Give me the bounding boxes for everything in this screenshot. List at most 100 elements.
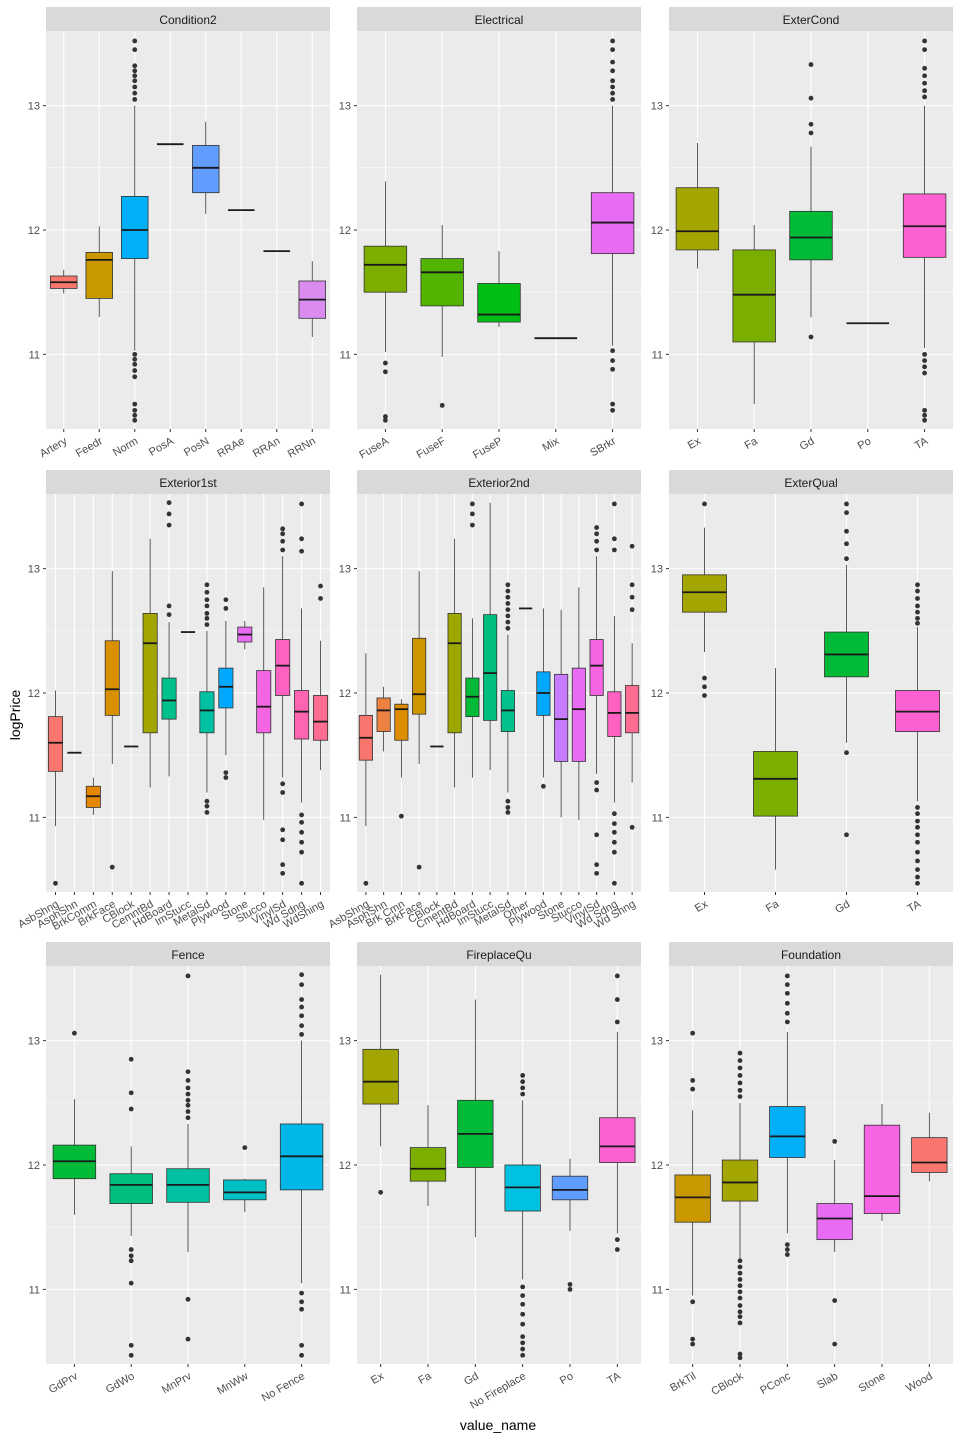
box-body — [218, 667, 234, 709]
x-tick-label: Po — [558, 1370, 576, 1387]
panel-extercond: ExterCond 11 12 13 Ex Fa Gd Po TA — [651, 7, 953, 453]
outlier-point — [629, 607, 635, 613]
box-cemntbd — [142, 538, 158, 788]
box-body — [721, 1159, 759, 1202]
outlier-point — [832, 1341, 838, 1347]
outlier-point — [915, 620, 920, 626]
outlier-point — [594, 832, 600, 838]
outlier-point — [922, 364, 927, 370]
box-body — [863, 1124, 901, 1214]
panel-fence: Fence 11 12 13 GdPrv GdWo MnPrv MnWw No Fence — [28, 942, 330, 1404]
box-body — [275, 639, 291, 696]
outlier-point — [132, 351, 138, 357]
y-tick-label: 11 — [29, 349, 40, 361]
outlier-point — [280, 781, 286, 787]
outlier-point — [915, 805, 920, 810]
outlier-point — [299, 997, 304, 1002]
box-brkface — [412, 571, 427, 870]
outlier-point — [185, 1069, 191, 1075]
outlier-point — [505, 810, 511, 815]
strip-title: Fence — [171, 948, 205, 962]
outlier-point — [280, 827, 286, 833]
x-tick-label: Fa — [416, 1370, 434, 1387]
x-tick-label: Wood — [904, 1370, 935, 1395]
outlier-point — [128, 1253, 134, 1259]
x-tick-label: MnWw — [215, 1370, 250, 1397]
x-tick-label: PosA — [147, 435, 176, 459]
x-tick-label: Ex — [693, 898, 711, 915]
outlier-point — [922, 47, 927, 53]
box-body — [554, 673, 569, 762]
box-body — [104, 640, 120, 716]
box-body — [363, 245, 408, 293]
outlier-point — [132, 361, 138, 367]
y-tick-label: 12 — [28, 225, 40, 237]
outlier-point — [922, 351, 927, 357]
outlier-point — [132, 407, 138, 413]
outlier-point — [610, 68, 615, 74]
outlier-point — [520, 1352, 526, 1358]
box-mnww — [223, 1145, 267, 1213]
outlier-point — [299, 972, 304, 978]
outlier-point — [690, 1078, 696, 1083]
outlier-point — [299, 1352, 304, 1358]
strip-title: Condition2 — [159, 13, 217, 27]
outlier-point — [299, 548, 304, 554]
outlier-point — [611, 880, 617, 886]
y-tick-label: 13 — [651, 1036, 663, 1048]
outlier-point — [611, 849, 617, 855]
box-brkcomm — [85, 777, 101, 815]
outlier-point — [737, 1289, 743, 1295]
x-tick-label: Gd — [462, 1370, 481, 1388]
outlier-point — [299, 1032, 304, 1037]
outlier-point — [318, 583, 323, 589]
outlier-point — [915, 582, 920, 588]
outlier-point — [737, 1295, 743, 1301]
outlier-point — [614, 1247, 620, 1252]
outlier-point — [280, 526, 286, 532]
y-tick-label: 13 — [28, 1036, 40, 1048]
strip-background — [357, 470, 641, 494]
outlier-point — [784, 1010, 790, 1016]
outlier-point — [915, 588, 920, 594]
outlier-point — [702, 675, 707, 681]
box-brkface — [104, 571, 120, 870]
outlier-point — [915, 818, 920, 824]
outlier-point — [185, 1296, 191, 1302]
box-asbshng — [47, 690, 63, 886]
box-pconc — [769, 973, 806, 1257]
outlier-point — [614, 997, 620, 1002]
outlier-point — [611, 536, 617, 542]
outlier-point — [737, 1087, 743, 1093]
outlier-point — [204, 582, 210, 588]
outlier-point — [299, 812, 304, 818]
outlier-point — [223, 770, 229, 775]
outlier-point — [520, 1346, 526, 1352]
outlier-point — [280, 547, 286, 553]
outlier-point — [922, 88, 927, 94]
box-hdboard — [161, 500, 177, 777]
outlier-point — [204, 615, 210, 621]
outlier-point — [808, 62, 814, 67]
outlier-point — [132, 78, 138, 84]
outlier-point — [915, 811, 920, 817]
box-wd-sdng — [607, 501, 622, 886]
outlier-point — [737, 1283, 743, 1289]
outlier-point — [520, 1091, 526, 1097]
outlier-point — [469, 522, 475, 528]
box-body — [409, 1147, 447, 1182]
outlier-point — [132, 374, 138, 380]
outlier-point — [844, 510, 849, 516]
outlier-point — [383, 417, 388, 423]
box-vinylsd — [275, 526, 291, 876]
outlier-point — [784, 1252, 790, 1257]
x-tick-label: Ex — [369, 1370, 387, 1387]
y-tick-label: 12 — [339, 1160, 351, 1172]
y-tick-label: 12 — [339, 688, 351, 700]
outlier-point — [690, 1341, 696, 1347]
box-body — [192, 145, 220, 194]
outlier-point — [594, 531, 600, 537]
x-tick-label: TA — [906, 898, 924, 915]
outlier-point — [299, 1013, 304, 1019]
outlier-point — [166, 612, 172, 618]
